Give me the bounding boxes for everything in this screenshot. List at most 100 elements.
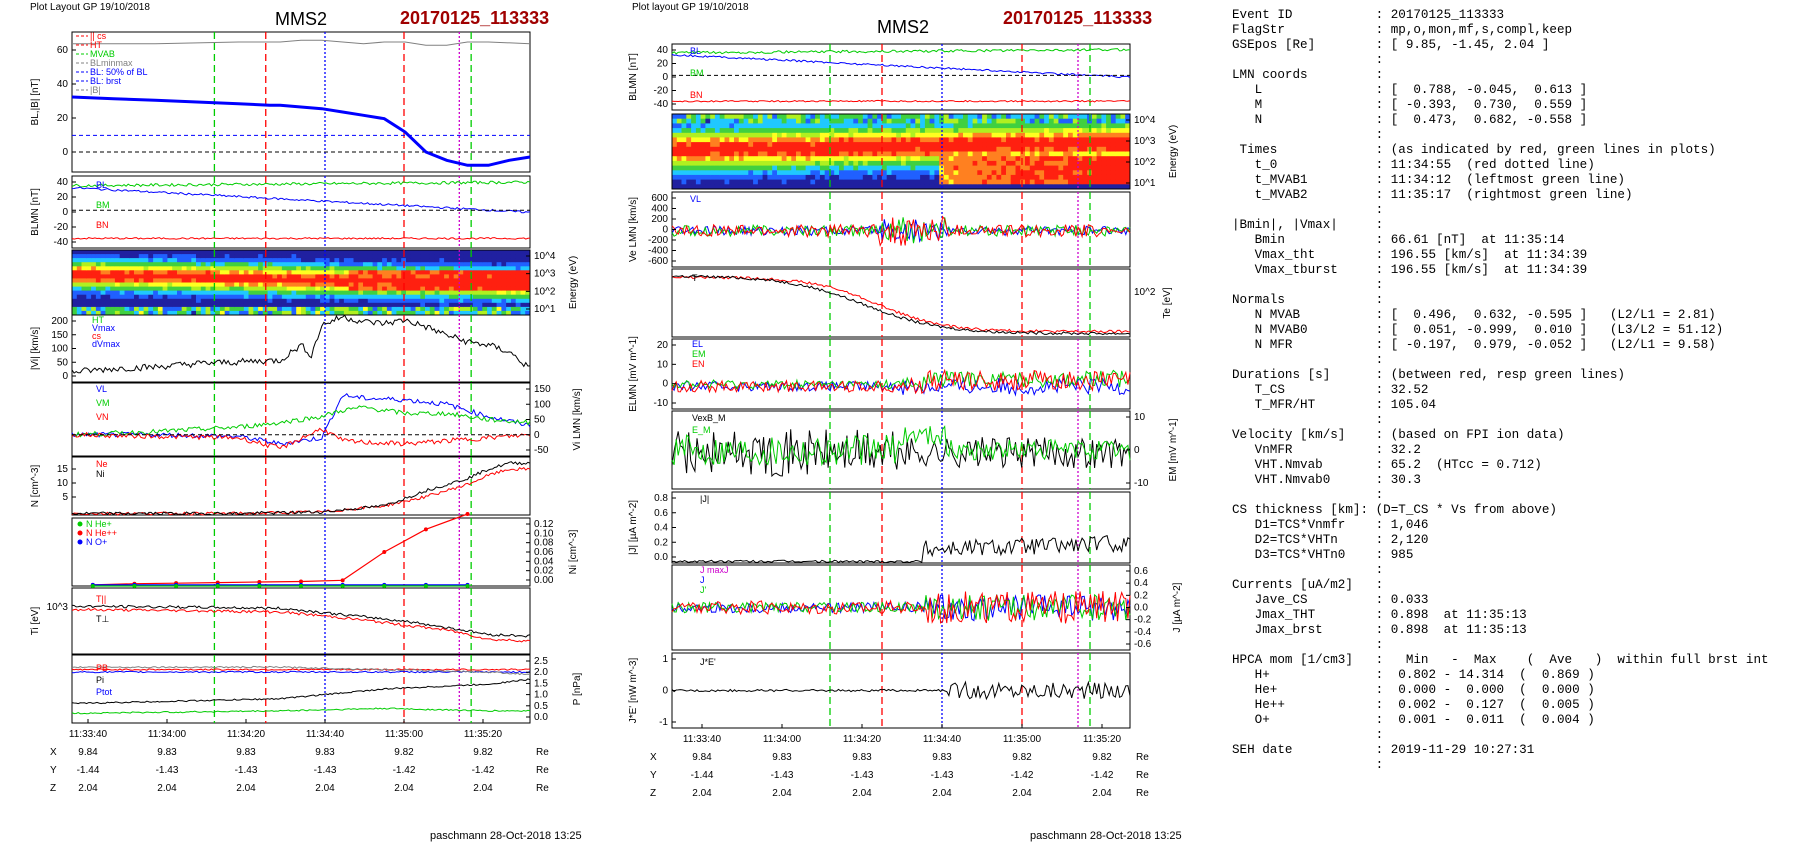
spectrogram-cell: [215, 266, 221, 271]
spectrogram-cell: [377, 290, 383, 296]
spectrogram-cell: [1082, 156, 1088, 162]
spectrogram-cell: [953, 137, 959, 143]
spectrogram-cell: [796, 137, 802, 143]
spectrogram-cell: [191, 298, 197, 304]
spectrogram-cell: [358, 310, 364, 316]
ti-ylabel: Ti [eV]: [30, 607, 41, 636]
spectrogram-cell: [1125, 151, 1131, 157]
spectrogram-cell: [434, 302, 440, 308]
spectrogram-cell: [386, 290, 393, 296]
spectrogram-cell: [81, 262, 87, 267]
spectrogram-cell: [386, 286, 393, 292]
spectrogram-cell: [1082, 160, 1088, 166]
spectrogram-cell: [186, 310, 192, 316]
spectrogram-cell: [253, 274, 259, 279]
spectrogram-cell: [724, 184, 730, 190]
spectrogram-cell: [167, 270, 173, 275]
spectrogram-cell: [472, 266, 478, 271]
legend-dot: [77, 521, 83, 527]
spectrogram-cell: [772, 142, 778, 148]
spectrogram-cell: [934, 170, 940, 176]
spectrogram-cell: [239, 270, 245, 275]
spectrogram-cell: [810, 142, 816, 148]
spectrogram-cell: [124, 270, 130, 275]
spectrogram-cell: [886, 151, 892, 157]
spectrogram-cell: [805, 123, 811, 129]
spectrogram-cell: [177, 270, 183, 275]
spectrogram-cell: [343, 262, 350, 267]
spectrogram-cell: [343, 306, 350, 312]
spectrogram-cell: [1110, 179, 1117, 185]
spectrogram-cell: [429, 286, 435, 292]
te-ylabel: Te [eV]: [1162, 287, 1173, 318]
spectrogram-cell: [996, 118, 1002, 124]
spectrogram-cell: [843, 123, 849, 129]
spectrogram-cell: [482, 254, 488, 259]
spectrogram-cell: [1115, 142, 1121, 148]
spectrogram-cell: [824, 184, 830, 190]
spectrogram-cell: [1020, 118, 1026, 124]
spectrogram-cell: [191, 254, 197, 259]
spectrogram-cell: [143, 310, 149, 316]
spectrogram-cell: [448, 278, 455, 283]
b-legend-label: BLminmax: [90, 58, 133, 68]
spectrogram-cell: [734, 170, 740, 176]
spectrogram-cell: [1006, 146, 1012, 152]
spectrogram-cell: [72, 262, 78, 267]
spectrogram-cell: [686, 174, 692, 180]
blmn-ytick-label: -20: [54, 222, 69, 233]
spectrogram-cell: [363, 266, 369, 271]
spectrogram-cell: [1010, 146, 1016, 152]
spectrogram-cell: [881, 174, 888, 180]
spectrogram-cell: [796, 160, 802, 166]
spectrogram-cell: [867, 142, 873, 148]
spectrogram-cell: [901, 160, 907, 166]
spectrogram-cell: [358, 254, 364, 259]
spectrogram-cell: [714, 142, 721, 148]
spectrogram-cell: [410, 286, 416, 292]
spectrogram-cell: [1068, 128, 1074, 134]
spectrogram-cell: [710, 137, 716, 143]
spectrogram-cell: [1010, 156, 1016, 162]
spectrogram-cell: [200, 274, 206, 279]
spectrogram-cell: [853, 151, 859, 157]
spectrogram-cell: [129, 294, 135, 300]
spectrogram-cell: [358, 274, 364, 279]
spectrogram-cell: [777, 156, 783, 162]
spectrogram-cell: [477, 270, 483, 275]
spectrogram-cell: [219, 294, 226, 300]
spectrogram-cell: [134, 266, 140, 271]
spectrogram-cell: [277, 266, 283, 271]
spectrogram-cell: [943, 132, 950, 138]
spectrogram-cell: [291, 306, 297, 312]
spectrogram-cell: [781, 184, 787, 190]
series-JE: [671, 680, 1131, 701]
spectrogram-cell: [91, 274, 97, 279]
spectrogram-cell: [1096, 142, 1102, 148]
spectrogram-cell: [453, 250, 459, 255]
spectrogram-cell: [877, 114, 883, 120]
spectrogram-cell: [267, 290, 273, 296]
spectrogram-cell: [239, 258, 245, 263]
spectrogram-cell: [439, 310, 445, 316]
spectrogram-cell: [967, 179, 973, 185]
spectrogram-cell: [382, 262, 388, 267]
spectrogram-cell: [372, 294, 378, 300]
spectrogram-cell: [215, 278, 221, 283]
r-blmn-label: BN: [690, 90, 703, 100]
spectrogram-cell: [924, 137, 931, 143]
spectrogram-cell: [191, 294, 197, 300]
spectrogram-cell: [920, 151, 926, 157]
spectrogram-cell: [396, 274, 402, 279]
spectrogram-cell: [1077, 179, 1083, 185]
spectrogram-cell: [905, 118, 911, 124]
spectrogram-cell: [1015, 132, 1021, 138]
spectrogram-cell: [506, 262, 512, 267]
spectrogram-cell: [1063, 179, 1069, 185]
spectrogram-cell: [1010, 170, 1016, 176]
spectrogram-cell: [81, 294, 87, 300]
spectrogram-cell: [315, 302, 321, 308]
spectrogram-cell: [406, 282, 412, 287]
spectrogram-cell: [525, 310, 531, 316]
spectrogram-cell: [439, 306, 445, 312]
